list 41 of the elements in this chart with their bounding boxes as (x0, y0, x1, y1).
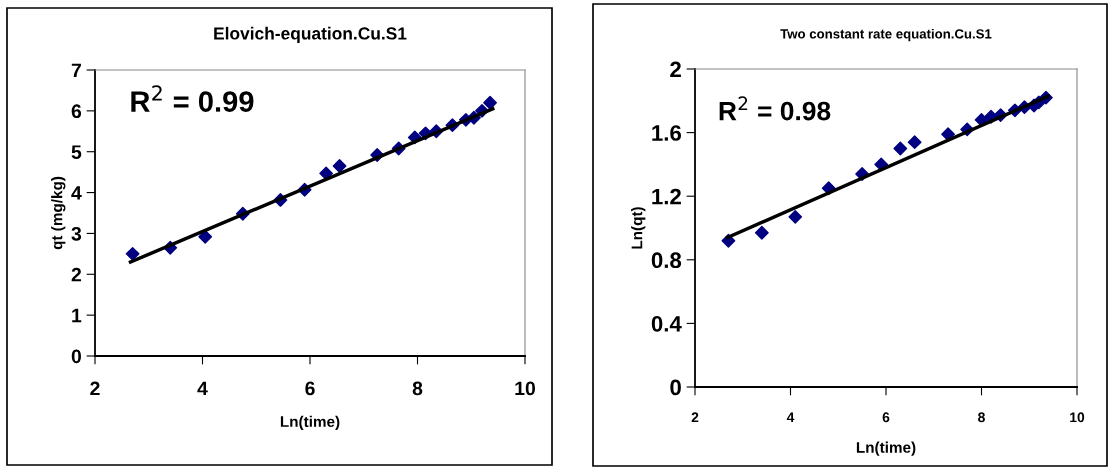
y-tick-label: 0 (71, 349, 82, 364)
y-tick-label: 2 (71, 267, 82, 282)
x-tick-label: 2 (90, 381, 100, 396)
point (893, 141, 908, 156)
x-tick-label: 10 (515, 381, 536, 396)
y-tick-label: 4 (71, 186, 82, 200)
chart-title: Elovich-equation.Cu.S1 (214, 26, 407, 44)
x-axis-title: Ln(time) (280, 415, 340, 431)
chart-title: Two constant rate equation.Cu.S1 (780, 28, 992, 42)
point (125, 246, 140, 261)
y-axis-title: qt (mg/kg) (51, 176, 66, 250)
y-tick-label: 0 (670, 379, 681, 396)
point (332, 159, 347, 173)
point (788, 209, 803, 224)
x-tick-label: 2 (691, 412, 699, 423)
y-tick-label: 3 (71, 226, 82, 241)
annotation: R$^{2}$ = 0.98 (719, 96, 831, 121)
y-tick-label: 2 (670, 61, 681, 78)
y-tick-label: 6 (71, 104, 82, 119)
x-axis-title: Ln(time) (856, 441, 916, 456)
x-tick-label: 8 (978, 412, 985, 423)
x-tick-label: 8 (412, 381, 423, 396)
y-axis-title: Ln(qt) (631, 207, 646, 249)
x-tick-label: 4 (786, 412, 795, 423)
y-tick-label: 5 (71, 145, 82, 159)
point (941, 127, 955, 142)
point (198, 229, 213, 244)
y-tick-label: 0.8 (651, 252, 682, 269)
x-tick-label: 4 (197, 381, 208, 396)
y-tick-label: 7 (71, 63, 81, 78)
annotation: R$^{2}$ = 0.99 (131, 85, 254, 112)
y-tick-label: 1.6 (652, 125, 682, 141)
y-tick-label: 1.2 (652, 188, 681, 205)
y-tick-label: 1 (72, 308, 82, 323)
point (483, 95, 497, 110)
x-tick-label: 6 (305, 381, 315, 396)
x-tick-label: 10 (1070, 412, 1085, 423)
x-tick-label: 6 (882, 412, 890, 423)
point (907, 135, 922, 150)
y-tick-label: 0.4 (651, 315, 682, 332)
point (754, 225, 769, 240)
